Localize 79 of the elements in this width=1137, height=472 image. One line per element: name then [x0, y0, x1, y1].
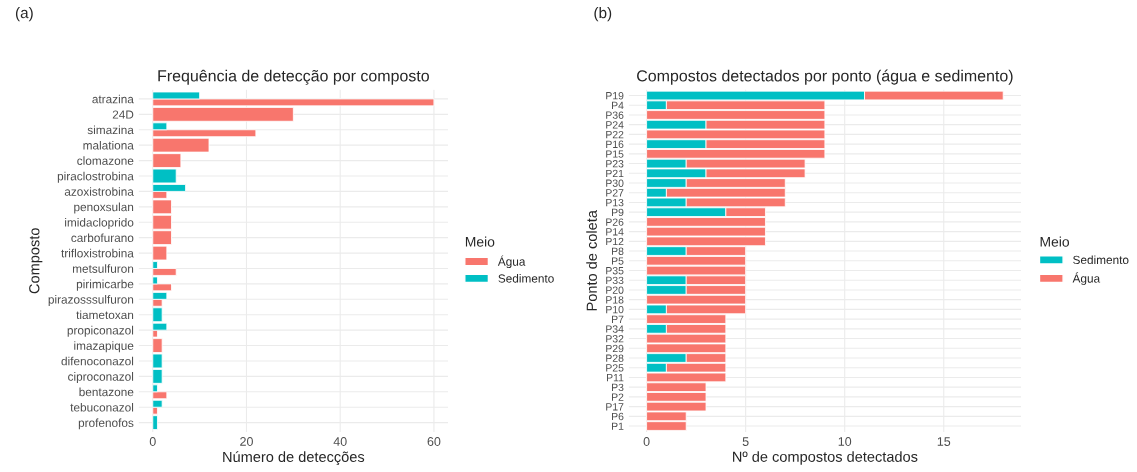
y-tick-label: P10	[606, 305, 624, 314]
y-tick-label: P19	[606, 92, 624, 100]
x-tick-label: 5	[742, 437, 749, 446]
y-tick-label: pirazosssulfuron	[48, 295, 134, 307]
legend-title: Meio	[465, 236, 495, 247]
y-tick-label: P29	[606, 344, 624, 353]
y-tick-label: P11	[606, 374, 624, 382]
y-tick-label: P21	[606, 169, 624, 178]
y-tick-label: P1	[612, 422, 624, 430]
y-tick-label: P30	[606, 179, 624, 187]
y-tick-label: P35	[606, 267, 624, 275]
y-tick-label: azoxistrobina	[64, 187, 134, 196]
y-tick-label: P32	[606, 335, 624, 343]
y-tick-label: imidacloprido	[65, 217, 134, 229]
x-tick-label: 20	[240, 437, 253, 446]
y-tick-label: P18	[606, 296, 624, 304]
y-tick-label: P24	[606, 121, 624, 129]
y-tick-label: piraclostrobina	[57, 171, 134, 183]
y-tick-label: P6	[612, 412, 624, 421]
y-tick-label: profenofos	[78, 418, 134, 430]
x-tick-label: 40	[333, 437, 347, 446]
y-tick-label: metsulfuron	[72, 264, 134, 273]
y-tick-label: P9	[612, 208, 624, 217]
y-tick-label: P12	[606, 237, 624, 246]
y-tick-label: P27	[606, 189, 624, 197]
legend-label: Sedimento	[1073, 255, 1129, 265]
y-tick-label: 24D	[112, 110, 134, 119]
y-tick-label: atrazina	[92, 94, 134, 104]
y-axis-title: Composto	[29, 228, 43, 294]
y-tick-label: P8	[612, 247, 624, 255]
y-tick-label: pirimicarbe	[76, 279, 134, 291]
x-tick-label: 15	[937, 437, 951, 446]
y-tick-label: simazina	[87, 125, 134, 135]
y-tick-label: P23	[606, 160, 624, 168]
y-tick-label: P17	[606, 403, 624, 411]
y-tick-label: P13	[606, 198, 624, 207]
y-tick-label: trifloxistrobina	[61, 248, 134, 258]
text: (b)	[594, 7, 612, 22]
y-tick-label: propiconazol	[67, 325, 134, 337]
y-tick-label: P20	[606, 286, 624, 294]
y-tick-label: carbofurano	[71, 233, 134, 243]
y-tick-label: malationa	[83, 140, 134, 150]
legend-label: Água	[1072, 272, 1101, 285]
y-tick-label: P36	[606, 111, 624, 119]
legend-label: Água	[497, 255, 526, 269]
y-tick-label: P3	[612, 383, 624, 392]
y-tick-label: P26	[606, 218, 624, 226]
y-tick-label: P14	[606, 228, 624, 236]
y-tick-label: difenoconazol	[61, 356, 134, 366]
y-tick-label: P15	[606, 150, 624, 158]
text: (a)	[15, 7, 33, 22]
y-tick-label: imazapique	[74, 341, 134, 353]
y-tick-label: clomazone	[77, 156, 134, 165]
chart-title: Frequência de detecção por composto	[158, 69, 429, 85]
x-tick-label: 60	[427, 437, 441, 446]
y-tick-label: P34	[606, 325, 624, 333]
y-tick-label: bentazone	[79, 387, 134, 397]
x-axis-title: Número de detecções	[223, 451, 365, 465]
y-tick-label: P22	[606, 130, 624, 139]
chart-title: Compostos detectados por ponto (água e sedimento)	[637, 69, 1013, 85]
y-tick-label: tiametoxan	[76, 310, 134, 320]
y-tick-label: penoxsulan	[74, 202, 134, 214]
x-tick-label: 10	[838, 437, 852, 446]
y-tick-label: P16	[606, 140, 624, 148]
y-axis-title: Ponto de coleta	[586, 210, 597, 311]
y-tick-label: P7	[612, 315, 624, 323]
y-tick-label: P25	[606, 364, 624, 372]
y-tick-label: tebuconazol	[70, 402, 134, 412]
x-tick-label: 0	[149, 437, 156, 446]
y-tick-label: P33	[606, 276, 624, 285]
legend-title: Meio	[1040, 236, 1070, 247]
x-axis-title: Nº de compostos detectados	[733, 451, 918, 465]
y-tick-label: P2	[612, 393, 624, 401]
y-tick-label: ciproconazol	[68, 372, 134, 384]
y-tick-label: P4	[612, 101, 624, 110]
y-tick-label: P5	[612, 257, 624, 265]
x-tick-label: 0	[643, 437, 650, 446]
legend-label: Sedimento	[498, 274, 554, 283]
y-tick-label: P28	[606, 354, 624, 362]
